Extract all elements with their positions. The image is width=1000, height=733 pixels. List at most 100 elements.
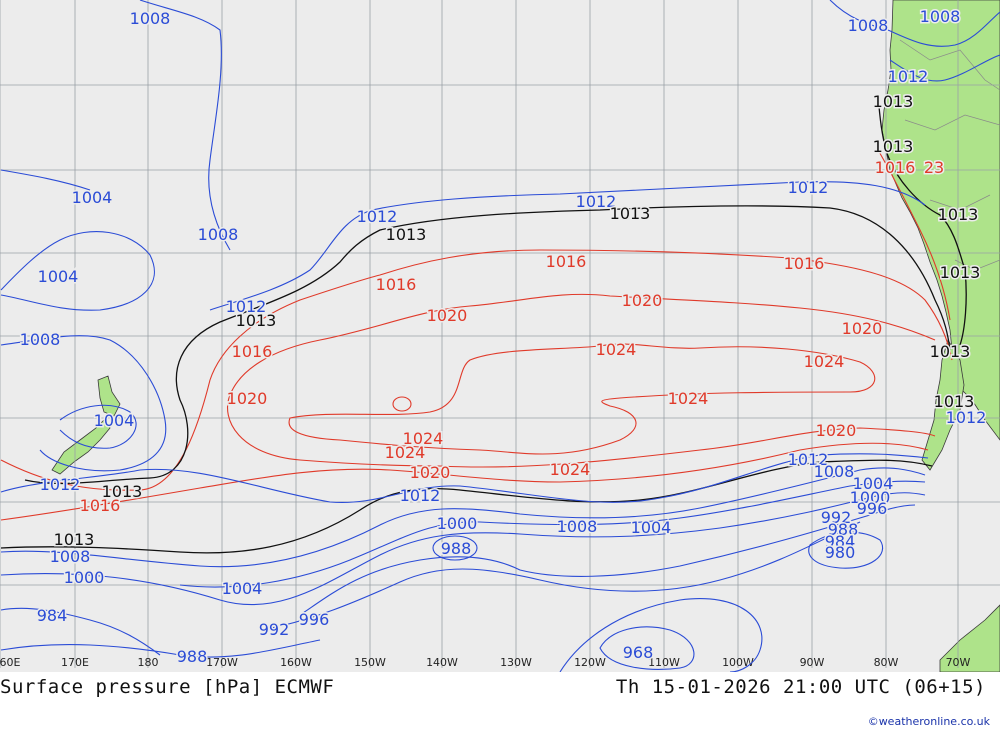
longitude-tick: 130W bbox=[500, 656, 532, 669]
isobar-1008-top bbox=[139, 0, 231, 251]
high-isobar-group bbox=[0, 149, 953, 521]
isobar-1013-north bbox=[24, 205, 951, 485]
isobar-label: 984 bbox=[37, 606, 68, 625]
isobar-label: 1016 bbox=[875, 158, 916, 177]
valid-time: Th 15-01-2026 21:00 UTC (06+15) bbox=[615, 676, 986, 698]
isobar-label: 1012 bbox=[357, 207, 398, 226]
isobar-992 bbox=[259, 521, 861, 631]
isobar-label: 1020 bbox=[427, 306, 468, 325]
isobar-label: 1008 bbox=[50, 547, 91, 566]
land-layer bbox=[51, 0, 1000, 672]
credit-link[interactable]: ©weatheronline.co.uk bbox=[867, 715, 990, 728]
isobar-label: 1004 bbox=[853, 474, 894, 493]
isobar-outer-low bbox=[559, 598, 763, 672]
isobar-label: 1020 bbox=[842, 319, 883, 338]
isobar-label: 1008 bbox=[557, 517, 598, 536]
isobar-1004-nz bbox=[59, 404, 137, 449]
longitude-tick-labels: 60E 170E 180 170W 160W 150W 140W 130W 120W 110W 10… bbox=[0, 656, 971, 669]
isobar-label: 1024 bbox=[804, 352, 845, 371]
longitude-tick: 180 bbox=[138, 656, 159, 669]
isobar-label: 1000 bbox=[437, 514, 478, 533]
isobar-1012-north bbox=[209, 181, 926, 311]
longitude-tick: 150W bbox=[354, 656, 386, 669]
isobar-label: 1008 bbox=[198, 225, 239, 244]
borders-layer bbox=[899, 39, 1000, 271]
antarctic-peninsula-land bbox=[939, 604, 1000, 672]
isobar-label: 1016 bbox=[546, 252, 587, 271]
isobar-1020-outer bbox=[226, 394, 936, 468]
isobar-label: 1024 bbox=[385, 443, 426, 462]
isobar-1013-coast bbox=[877, 94, 967, 346]
isobar-label: 1020 bbox=[622, 291, 663, 310]
isobar-label: 1024 bbox=[668, 389, 709, 408]
isobar-label: 1008 bbox=[130, 9, 171, 28]
isobar-1016-north bbox=[0, 249, 953, 491]
isobar-label: 1020 bbox=[816, 421, 857, 440]
isobar-label: 1008 bbox=[848, 16, 889, 35]
isobar-label: 1013 bbox=[873, 137, 914, 156]
isobar-label: 1013 bbox=[934, 392, 975, 411]
longitude-tick: 120W bbox=[574, 656, 606, 669]
isobar-label: 1012 bbox=[226, 297, 267, 316]
isobar-label: 1013 bbox=[930, 342, 971, 361]
standard-isobar-group bbox=[0, 94, 967, 554]
chart-title: Surface pressure [hPa] ECMWF bbox=[0, 676, 335, 698]
low-isobar-group bbox=[0, 0, 1000, 672]
isobar-label: 984 bbox=[825, 532, 856, 551]
isobar-label: 1024 bbox=[403, 429, 444, 448]
longitude-tick: 160W bbox=[280, 656, 312, 669]
isobar-label: 1016 bbox=[232, 342, 273, 361]
isobar-label: 1024 bbox=[596, 340, 637, 359]
isobar-label: 1013 bbox=[940, 263, 981, 282]
isobar-coastal-low-2 bbox=[889, 54, 1000, 82]
isobar-label: 1012 bbox=[888, 67, 929, 86]
pressure-map: 60E 170E 180 170W 160W 150W 140W 130W 120W 110W 10… bbox=[0, 0, 1000, 672]
isobar-label: 1012 bbox=[788, 450, 829, 469]
isobar-1024-small-high bbox=[392, 396, 412, 412]
isobar-label: 988 bbox=[177, 647, 208, 666]
isobar-label: 1004 bbox=[38, 267, 79, 286]
isobar-label: 1016 bbox=[80, 496, 121, 515]
isobar-label: 996 bbox=[299, 610, 330, 629]
border-line bbox=[904, 114, 1000, 131]
border-line bbox=[899, 39, 1000, 91]
isobar-984 bbox=[0, 607, 161, 656]
isobar-1016-south bbox=[0, 442, 929, 521]
longitude-tick: 170W bbox=[206, 656, 238, 669]
isobar-988-low bbox=[432, 535, 478, 561]
longitude-tick: 80W bbox=[874, 656, 899, 669]
isobar-label: 1004 bbox=[631, 518, 672, 537]
longitude-tick: 90W bbox=[800, 656, 825, 669]
isobar-label: 996 bbox=[857, 499, 888, 518]
isobar-coastal-high bbox=[877, 149, 951, 321]
isobar-label: 1008 bbox=[920, 7, 961, 26]
isobar-label: 1016 bbox=[376, 275, 417, 294]
isobar-label: 1004 bbox=[94, 411, 135, 430]
isobar-label: 992 bbox=[821, 508, 852, 527]
isobar-label: 1013 bbox=[610, 204, 651, 223]
isobar-label: 988 bbox=[441, 539, 472, 558]
isobar-label: 1004 bbox=[72, 188, 113, 207]
isobar-label: 988 bbox=[828, 520, 859, 539]
isobar-label: 1013 bbox=[236, 311, 277, 330]
isobar-label: 968 bbox=[623, 643, 654, 662]
isobar-label: 1004 bbox=[222, 579, 263, 598]
border-line bbox=[929, 194, 991, 211]
graticule bbox=[0, 0, 1000, 668]
longitude-tick: 100W bbox=[722, 656, 754, 669]
isobar-label: 1013 bbox=[386, 225, 427, 244]
isobar-coastal-low bbox=[829, 0, 1000, 47]
isobar-1008-south bbox=[0, 467, 926, 568]
isobar-label: 1000 bbox=[850, 488, 891, 507]
longitude-tick: 70W bbox=[946, 656, 971, 669]
isobar-996 bbox=[299, 504, 916, 616]
isobar-label: 23 bbox=[924, 158, 944, 177]
isobar-label: 1013 bbox=[54, 530, 95, 549]
isobar-label: 992 bbox=[259, 620, 290, 639]
isobar-1004-south bbox=[179, 480, 926, 588]
isobar-968-low bbox=[599, 626, 695, 670]
isobar-label: 980 bbox=[825, 543, 856, 562]
isobar-label: 1020 bbox=[227, 389, 268, 408]
isobar-1020-north bbox=[229, 293, 936, 396]
isobar-label: 1012 bbox=[946, 408, 987, 427]
